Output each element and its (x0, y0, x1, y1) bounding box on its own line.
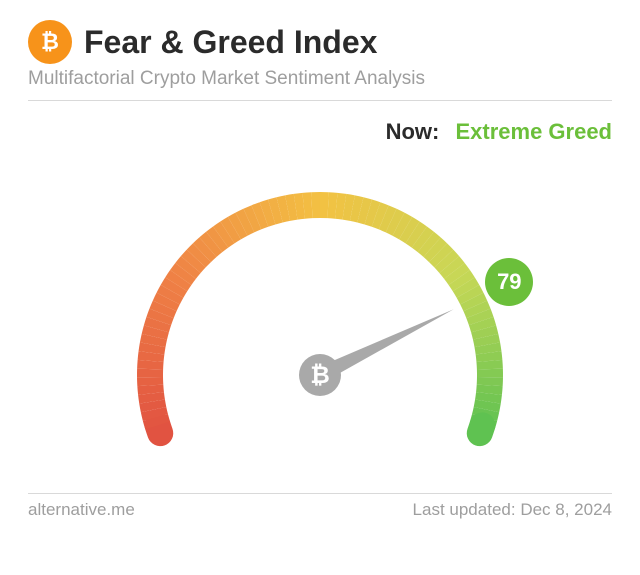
header-divider (28, 100, 612, 101)
bitcoin-icon: ₿ (28, 20, 72, 64)
card-header: ₿ Fear & Greed Index (28, 20, 612, 64)
gauge-container: ₿ 79 (28, 145, 612, 485)
status-now-label: Now: (386, 119, 440, 144)
card-title: Fear & Greed Index (84, 24, 377, 61)
gauge-value-text: 79 (497, 269, 521, 295)
svg-text:₿: ₿ (310, 362, 330, 389)
footer-source: alternative.me (28, 500, 135, 520)
gauge-chart: ₿ (28, 145, 612, 475)
status-value-label: Extreme Greed (455, 119, 612, 144)
footer-divider (28, 493, 612, 494)
footer-updated: Last updated: Dec 8, 2024 (413, 500, 612, 520)
fear-greed-card: ₿ Fear & Greed Index Multifactorial Cryp… (0, 0, 640, 540)
svg-text:₿: ₿ (41, 29, 59, 54)
title-block: Fear & Greed Index (84, 24, 377, 61)
status-row: Now: Extreme Greed (28, 119, 612, 145)
gauge-value-badge: 79 (485, 258, 533, 306)
card-subtitle: Multifactorial Crypto Market Sentiment A… (28, 68, 612, 90)
bitcoin-glyph: ₿ (37, 29, 63, 55)
footer-updated-date: Dec 8, 2024 (520, 500, 612, 519)
card-footer: alternative.me Last updated: Dec 8, 2024 (28, 500, 612, 520)
footer-updated-prefix: Last updated: (413, 500, 521, 519)
